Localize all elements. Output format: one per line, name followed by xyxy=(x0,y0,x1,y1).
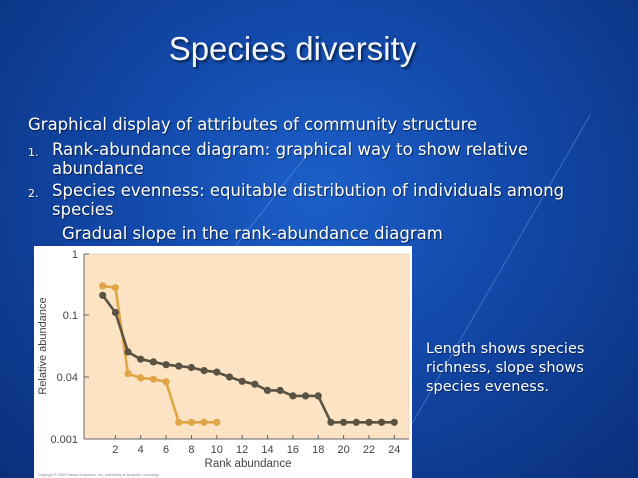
dark-series-point xyxy=(124,348,132,356)
item-1-line-1: Rank-abundance diagram: graphical way to… xyxy=(52,140,529,159)
rank-abundance-figure: 1 0.1 0.04 0.001 2 4 6 8 10 12 14 16 18 20 22 24 Rank … xyxy=(34,246,412,478)
orange-series-point xyxy=(175,418,183,426)
dark-series-point xyxy=(340,418,348,426)
y-tick-label: 0.04 xyxy=(57,372,78,384)
dark-series-point xyxy=(365,418,373,426)
y-tick-label: 0.001 xyxy=(50,434,78,446)
dark-series-point xyxy=(99,291,107,299)
copyright-text: Copyright © 2008 Pearson Education, Inc.… xyxy=(38,473,159,477)
y-ticks: 1 0.1 0.04 0.001 xyxy=(50,249,89,446)
note-line-1: Length shows species xyxy=(426,341,585,357)
x-tick-label: 24 xyxy=(388,444,400,456)
rank-abundance-chart: 10.10.040.001 2 4 6 8 10 12 14 16 18 20 22 24 Rank … xyxy=(37,249,410,477)
slide-title: Species diversity xyxy=(168,30,417,67)
orange-series-point xyxy=(187,418,195,426)
dark-series-point xyxy=(162,361,170,369)
dark-series-point xyxy=(149,358,157,366)
y-tick-label: 0.1 xyxy=(63,310,78,322)
dark-series-point xyxy=(111,308,119,317)
dark-series-point xyxy=(251,380,259,388)
x-tick-label: 10 xyxy=(211,444,223,456)
dark-series-point xyxy=(137,355,145,363)
dark-series-point xyxy=(187,363,195,372)
note-line-2: richness, slope shows xyxy=(426,360,584,376)
dark-series-point xyxy=(314,392,322,400)
orange-series-point xyxy=(137,374,145,382)
x-tick-label: 18 xyxy=(312,444,324,456)
plot-area xyxy=(83,253,410,440)
x-tick-label: 16 xyxy=(287,444,299,456)
orange-series-point xyxy=(149,375,157,383)
orange-series-point xyxy=(200,418,208,426)
dark-series-point xyxy=(200,367,208,375)
x-ticks: 2 4 6 8 10 12 14 16 18 20 22 24 xyxy=(112,435,400,456)
x-tick-label: 22 xyxy=(363,444,375,456)
note-line-3: species eveness. xyxy=(426,379,550,395)
dark-series-point xyxy=(302,392,310,400)
x-tick-label: 4 xyxy=(138,444,144,456)
chart-note: Length shows species richness, slope sho… xyxy=(426,340,584,397)
x-tick-label: 2 xyxy=(112,444,118,456)
orange-series-point xyxy=(111,284,119,292)
y-axis-label: Relative abundance xyxy=(37,297,49,394)
dark-series-point xyxy=(289,392,297,400)
item-2-line-2: species xyxy=(52,200,114,219)
x-tick-label: 8 xyxy=(188,444,194,456)
dark-series-point xyxy=(238,377,246,385)
dark-series-point xyxy=(352,418,360,426)
dark-series-point xyxy=(225,373,234,381)
orange-series-point xyxy=(213,418,221,426)
y-tick-label: 1 xyxy=(72,249,78,261)
intro-text: Graphical display of attributes of commu… xyxy=(28,115,478,134)
dark-series-point xyxy=(378,418,386,426)
dark-series-point xyxy=(327,418,335,426)
x-tick-label: 12 xyxy=(236,444,248,456)
x-tick-label: 14 xyxy=(261,444,273,456)
dark-series-point xyxy=(213,368,221,376)
x-tick-label: 20 xyxy=(337,444,349,456)
x-tick-label: 6 xyxy=(163,444,169,456)
dark-series-point xyxy=(263,386,272,394)
series-group xyxy=(99,282,398,426)
item-1-number: 1. xyxy=(28,146,39,159)
item-2-number: 2. xyxy=(28,187,39,200)
dark-series-point xyxy=(276,386,284,394)
orange-series-point xyxy=(99,282,107,290)
item-2-line-1: Species evenness: equitable distribution… xyxy=(52,181,565,200)
orange-series-point xyxy=(162,378,170,386)
dark-series-point xyxy=(175,362,183,370)
sub-point-text: Gradual slope in the rank-abundance diag… xyxy=(62,224,443,243)
orange-series-point xyxy=(124,370,132,378)
x-axis-label: Rank abundance xyxy=(205,458,292,470)
item-1-line-2: abundance xyxy=(52,159,144,178)
dark-series-point xyxy=(390,418,398,426)
